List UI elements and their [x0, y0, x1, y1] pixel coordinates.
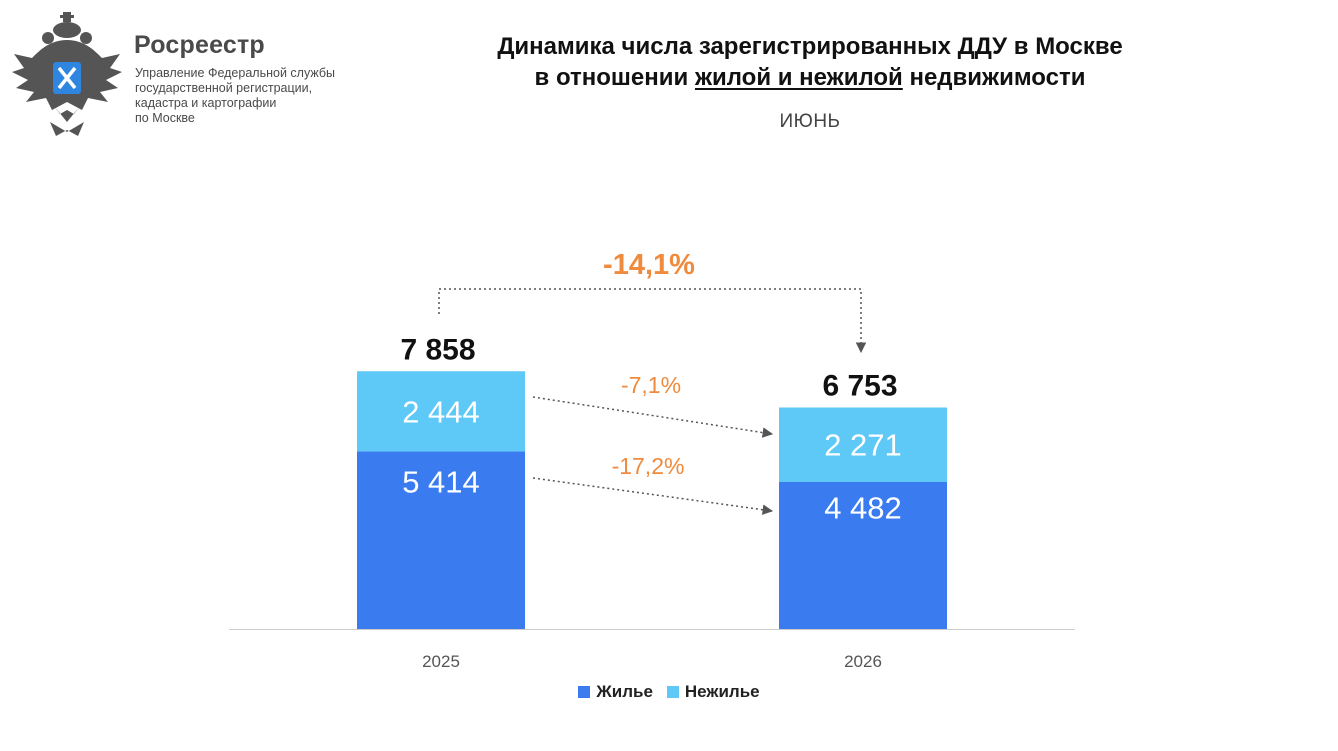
legend-item-residential: Жилье — [578, 682, 653, 702]
org-subtitle: Управление Федеральной службы государств… — [135, 66, 395, 126]
org-subtitle-line: Управление Федеральной службы — [135, 66, 335, 80]
total-change-arrow — [438, 288, 867, 354]
data-label-residential-2026: 4 482 — [824, 491, 902, 526]
bar-residential-2026 — [779, 481, 947, 629]
chart-subtitle: ИЮНЬ — [779, 111, 841, 132]
residential-change-arrow — [532, 477, 774, 515]
bar-nonresidential-2025 — [357, 371, 525, 452]
title-line-2-post: недвижимости — [902, 64, 1086, 91]
title-line-2: в отношении жилой и нежилой недвижимости — [380, 62, 1240, 93]
chart-title: Динамика числа зарегистрированных ДДУ в … — [380, 31, 1240, 93]
nonresidential-change-arrow — [532, 396, 774, 438]
org-subtitle-line: кадастра и картографии — [135, 96, 277, 110]
org-name: Росреестр — [134, 31, 265, 59]
org-subtitle-line: государственной регистрации, — [135, 81, 313, 95]
total-label-2026: 6 753 — [822, 370, 897, 403]
data-label-nonresidential-2026: 2 271 — [824, 428, 902, 463]
org-subtitle-line: по Москве — [135, 111, 195, 125]
legend-label-residential: Жилье — [596, 682, 653, 701]
header: Росреестр Управление Федеральной службы … — [0, 0, 1338, 150]
bar-residential-2025 — [357, 451, 525, 629]
title-line-2-pre: в отношении — [534, 64, 695, 91]
x-tick-label-2025: 2025 — [422, 652, 460, 671]
rosreestr-emblem-icon — [12, 12, 122, 136]
bar-nonresidential-2026 — [779, 407, 947, 482]
total-label-2025: 7 858 — [400, 333, 475, 366]
legend-swatch-nonresidential — [666, 686, 679, 698]
legend: Жилье Нежилье — [0, 682, 1338, 702]
x-tick-label-2026: 2026 — [844, 652, 882, 671]
legend-swatch-residential — [578, 686, 591, 698]
data-label-residential-2025: 5 414 — [402, 464, 480, 499]
legend-item-nonresidential: Нежилье — [666, 682, 760, 702]
data-label-nonresidential-2025: 2 444 — [402, 394, 480, 429]
legend-label-nonresidential: Нежилье — [684, 682, 760, 701]
residential-change-label: -17,2% — [612, 453, 685, 479]
total-change-label: -14,1% — [603, 249, 695, 281]
title-line-2-underlined: жилой и нежилой — [694, 64, 903, 91]
title-line-1: Динамика числа зарегистрированных ДДУ в … — [497, 33, 1123, 60]
nonresidential-change-label: -7,1% — [621, 372, 681, 398]
